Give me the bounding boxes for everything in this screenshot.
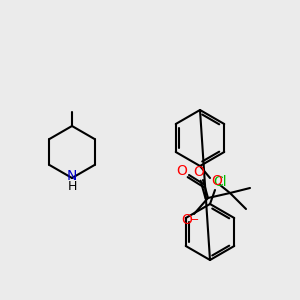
Text: O: O [194,165,204,179]
Text: O: O [212,174,222,188]
Text: Cl: Cl [213,175,227,189]
Text: O: O [182,213,192,227]
Text: −: − [190,215,200,225]
Text: H: H [67,179,77,193]
Text: O: O [177,164,188,178]
Text: N: N [67,169,77,183]
